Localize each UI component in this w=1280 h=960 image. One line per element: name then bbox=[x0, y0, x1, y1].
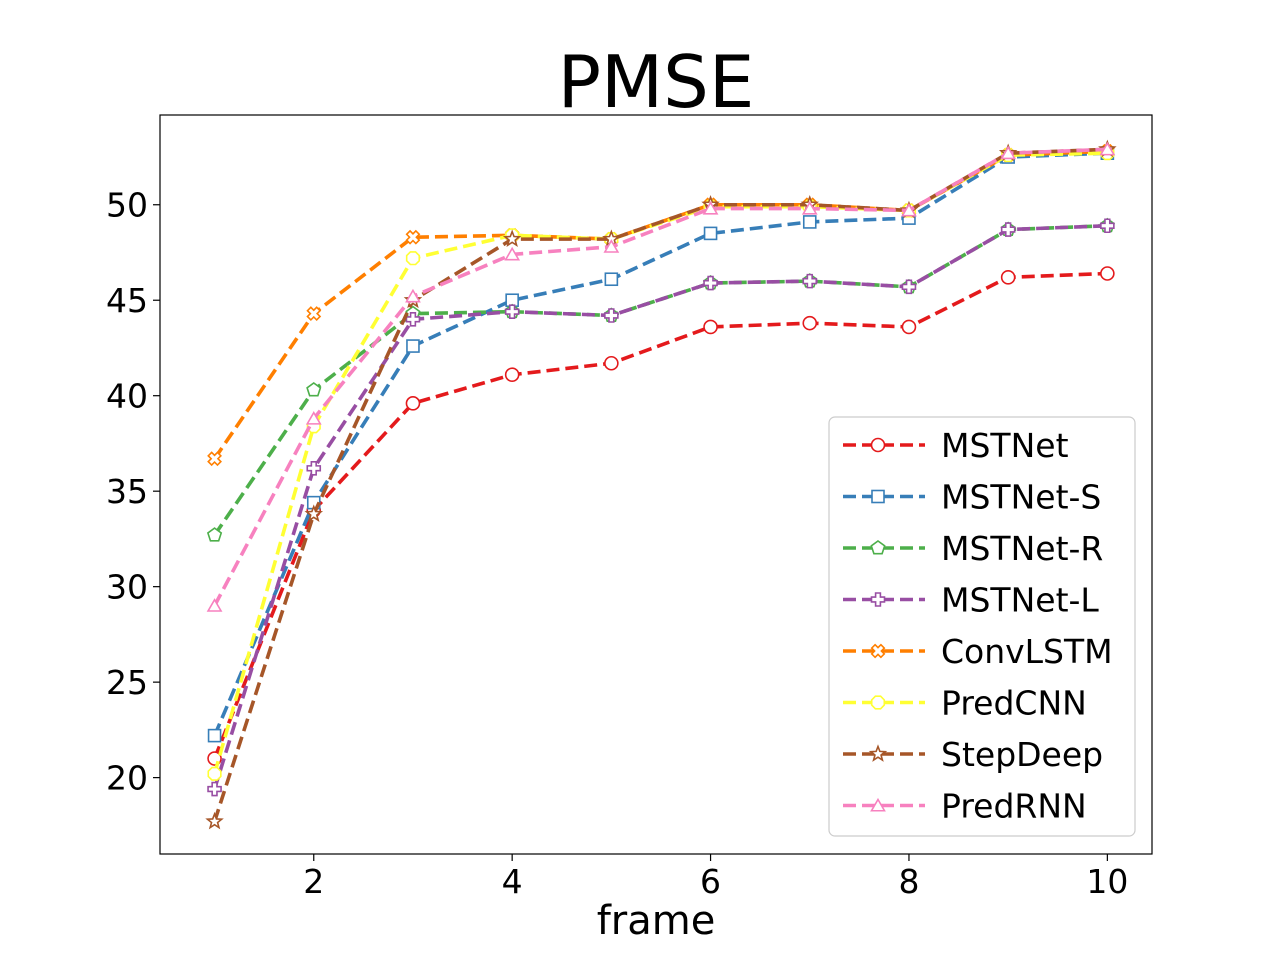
series-line bbox=[212, 151, 1108, 737]
legend-label: MSTNet-R bbox=[941, 529, 1103, 568]
data-point bbox=[702, 200, 719, 215]
data-point bbox=[207, 728, 222, 743]
data-point bbox=[802, 215, 817, 229]
data-point bbox=[901, 319, 917, 335]
legend-marker bbox=[868, 744, 888, 762]
series-line bbox=[212, 223, 1108, 790]
legend-marker bbox=[870, 695, 886, 710]
legend-entry: StepDeep bbox=[843, 735, 1103, 774]
legend-box bbox=[828, 416, 1136, 837]
y-tick-label: 50 bbox=[106, 186, 148, 225]
data-point bbox=[405, 229, 421, 245]
legend-marker bbox=[871, 489, 885, 504]
plot-frame bbox=[159, 114, 1153, 855]
plot-area bbox=[205, 139, 1117, 830]
data-point bbox=[504, 304, 520, 319]
x-axis: 2 4 6 8 10 bbox=[303, 854, 1128, 901]
legend-entry: MSTNet-S bbox=[843, 478, 1101, 517]
legend-label: StepDeep bbox=[941, 735, 1103, 774]
legend-label: PredRNN bbox=[941, 787, 1087, 826]
data-point bbox=[604, 355, 619, 371]
legend-label: MSTNet-S bbox=[941, 478, 1101, 517]
data-point bbox=[304, 504, 324, 522]
series-mstnet-l bbox=[207, 218, 1115, 797]
data-point bbox=[504, 246, 521, 261]
data-point bbox=[306, 460, 322, 476]
data-point bbox=[1000, 270, 1016, 285]
data-point bbox=[802, 315, 818, 331]
chart-title: PMSE bbox=[558, 40, 755, 124]
data-point bbox=[901, 202, 917, 217]
series-predrnn bbox=[206, 141, 1116, 612]
y-tick-label: 30 bbox=[106, 568, 148, 607]
data-point bbox=[306, 306, 322, 322]
data-point bbox=[207, 781, 222, 797]
data-point bbox=[1000, 145, 1017, 160]
legend-label: ConvLSTM bbox=[941, 632, 1113, 671]
data-point bbox=[703, 319, 718, 335]
legend-entry: PredCNN bbox=[843, 684, 1087, 723]
legend-label: MSTNet-L bbox=[941, 581, 1099, 620]
data-point bbox=[604, 308, 619, 323]
data-point bbox=[504, 367, 520, 383]
data-point bbox=[206, 598, 223, 612]
data-point bbox=[1100, 266, 1115, 281]
y-tick-label: 25 bbox=[106, 663, 148, 702]
data-point bbox=[901, 279, 917, 295]
legend-marker bbox=[870, 643, 886, 659]
data-point bbox=[206, 527, 223, 542]
y-tick-label: 20 bbox=[106, 759, 148, 798]
legend-label: MSTNet bbox=[941, 426, 1069, 465]
legend-marker bbox=[870, 540, 886, 555]
legend-label: PredCNN bbox=[941, 684, 1087, 723]
data-point bbox=[801, 200, 818, 215]
legend-marker bbox=[870, 437, 886, 453]
series-line bbox=[213, 149, 1108, 460]
x-tick-label: 6 bbox=[700, 862, 721, 901]
data-point bbox=[703, 275, 718, 291]
data-point bbox=[603, 239, 620, 253]
data-point bbox=[604, 272, 619, 287]
data-point bbox=[703, 226, 718, 241]
data-point bbox=[1000, 222, 1016, 237]
data-point bbox=[802, 273, 818, 289]
data-point bbox=[405, 396, 421, 411]
legend-entry: MSTNet bbox=[843, 426, 1069, 465]
legend-entry: PredRNN bbox=[843, 787, 1087, 826]
y-tick-label: 35 bbox=[106, 472, 148, 511]
data-point bbox=[406, 339, 420, 353]
y-tick-label: 45 bbox=[106, 281, 148, 320]
legend-entry: MSTNet-R bbox=[843, 529, 1103, 568]
x-tick-label: 10 bbox=[1086, 862, 1128, 901]
series-line bbox=[212, 147, 1108, 607]
series-line bbox=[212, 147, 1108, 823]
data-point bbox=[305, 411, 322, 425]
data-point bbox=[1099, 141, 1116, 156]
legend-entry: MSTNet-L bbox=[843, 581, 1099, 620]
data-point bbox=[405, 251, 421, 266]
legend-entry: ConvLSTM bbox=[843, 632, 1113, 671]
data-point bbox=[207, 766, 222, 781]
series-line bbox=[212, 271, 1108, 760]
legend: MSTNet MSTNet-S MSTNet-R MSTNet-L ConvLSTM Pr… bbox=[828, 416, 1136, 837]
x-tick-label: 8 bbox=[898, 862, 919, 901]
x-tick-label: 4 bbox=[502, 862, 523, 901]
data-point bbox=[205, 811, 224, 830]
data-point bbox=[207, 451, 222, 467]
data-point bbox=[1100, 218, 1115, 234]
y-tick-label: 40 bbox=[106, 377, 148, 416]
data-point bbox=[502, 229, 522, 248]
x-tick-label: 2 bbox=[303, 862, 324, 901]
data-point bbox=[306, 381, 322, 397]
y-axis: 20 25 30 35 40 45 50 bbox=[106, 186, 160, 798]
x-axis-label: frame bbox=[597, 898, 716, 944]
legend-marker bbox=[870, 797, 886, 812]
legend-marker bbox=[870, 592, 886, 607]
data-point bbox=[405, 288, 421, 303]
